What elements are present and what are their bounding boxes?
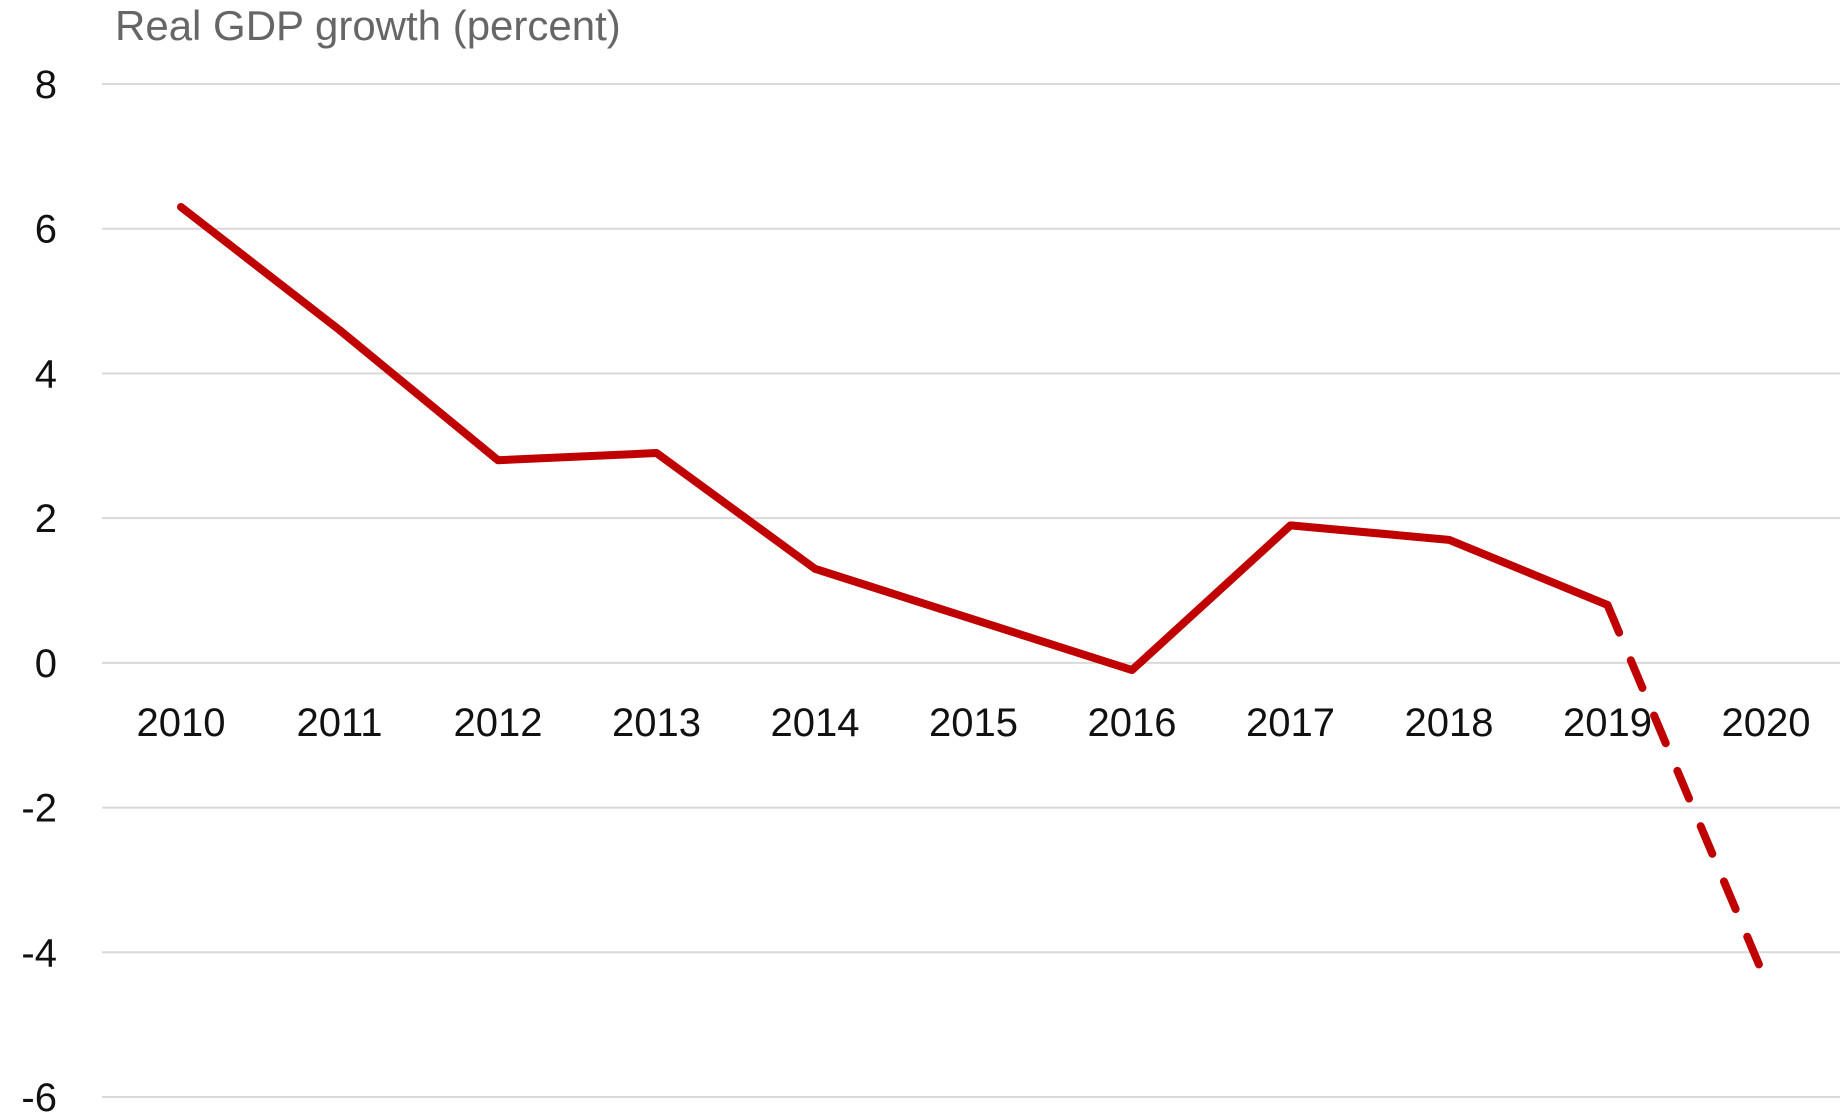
data-point-2012 — [494, 456, 502, 464]
data-point-2013 — [653, 449, 661, 457]
y-tick-label: 8 — [35, 63, 57, 107]
x-tick-label: 2015 — [929, 701, 1018, 745]
x-tick-label: 2010 — [137, 701, 226, 745]
data-point-2010 — [177, 203, 185, 211]
data-point-2016 — [1128, 666, 1136, 674]
series-line — [177, 203, 1770, 986]
series-line-actual — [177, 203, 1612, 675]
data-point-2019 — [1604, 601, 1612, 609]
x-tick-label: 2013 — [612, 701, 701, 745]
y-tick-label: 4 — [35, 352, 57, 396]
x-axis-tick-labels: 2010 2011 2012 2013 2014 2015 2016 2017 2018 2019… — [137, 701, 1811, 745]
y-tick-label: 6 — [35, 208, 57, 252]
x-tick-label: 2018 — [1405, 701, 1494, 745]
chart-title: Real GDP growth (percent) — [115, 2, 621, 49]
series-line-projection — [1603, 600, 1770, 986]
x-tick-label: 2020 — [1722, 701, 1811, 745]
x-tick-label: 2011 — [296, 701, 382, 745]
y-tick-label: -2 — [21, 787, 57, 831]
x-tick-label: 2016 — [1088, 701, 1177, 745]
x-tick-label: 2014 — [771, 701, 860, 745]
y-tick-label: 2 — [35, 497, 57, 541]
y-tick-label: 0 — [35, 642, 57, 686]
x-tick-label: 2019 — [1563, 701, 1652, 745]
data-point-2014 — [811, 565, 819, 573]
data-point-2011 — [336, 326, 344, 334]
x-tick-label: 2012 — [454, 701, 543, 745]
y-tick-label: -4 — [21, 931, 57, 975]
y-tick-label: -6 — [21, 1076, 57, 1115]
data-point-2017 — [1287, 521, 1295, 529]
data-point-2020 — [1762, 977, 1770, 985]
y-axis-tick-labels: 8 6 4 2 0 -2 -4 -6 — [21, 63, 57, 1115]
data-point-2015 — [970, 615, 978, 623]
x-tick-label: 2017 — [1246, 701, 1335, 745]
data-point-2018 — [1445, 536, 1453, 544]
